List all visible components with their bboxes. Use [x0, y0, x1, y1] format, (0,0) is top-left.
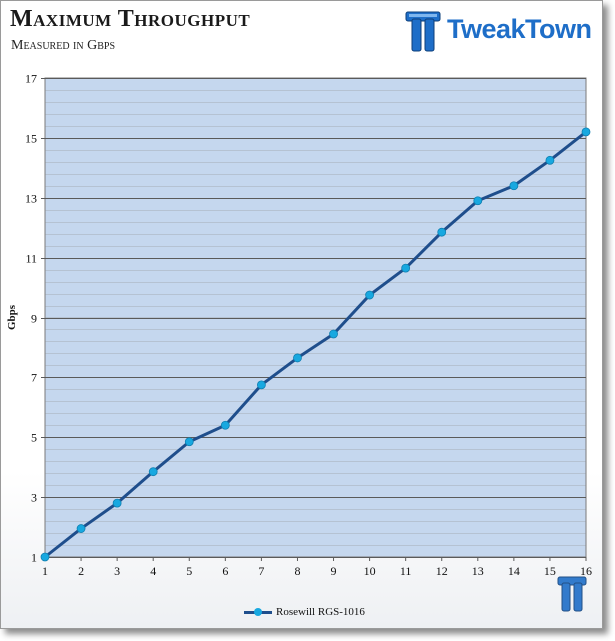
data-point [184, 437, 194, 447]
data-point [293, 353, 302, 363]
legend-label: Rosewill RGS-1016 [276, 606, 365, 618]
y-tick-label: 7 [31, 371, 37, 385]
y-tick-label: 15 [25, 132, 37, 146]
x-tick-label: 1 [42, 564, 48, 578]
x-tick-label: 7 [258, 564, 264, 578]
x-tick-label: 10 [364, 564, 376, 578]
data-point [545, 155, 555, 165]
x-tick-label: 3 [114, 564, 120, 578]
x-tick-label: 11 [400, 564, 412, 578]
x-tick-label: 14 [508, 564, 520, 578]
y-tick-label: 5 [31, 431, 37, 445]
data-point [329, 329, 338, 339]
y-tick-label: 1 [31, 551, 37, 565]
data-point [256, 380, 266, 390]
y-tick-label: 17 [25, 72, 37, 86]
x-tick-label: 5 [186, 564, 192, 578]
chart-title: Maximum Throughput [10, 6, 251, 32]
tweaktown-watermark-icon [557, 576, 587, 612]
y-tick-label: 13 [25, 192, 37, 206]
x-tick-label: 4 [150, 564, 156, 578]
x-tick-label: 2 [78, 564, 84, 578]
tweaktown-logo: TweakTown [403, 8, 603, 54]
x-tick-label: 13 [472, 564, 484, 578]
y-axis-label: Gbps [6, 304, 18, 330]
legend-swatch [244, 608, 272, 616]
y-tick-label: 9 [31, 312, 37, 326]
data-point [112, 498, 122, 508]
data-point [365, 290, 375, 300]
data-point [437, 227, 447, 237]
x-tick-label: 8 [294, 564, 300, 578]
tweaktown-logo-icon [405, 11, 441, 52]
data-point [401, 263, 411, 273]
x-tick-label: 15 [544, 564, 556, 578]
data-point [40, 552, 50, 562]
x-tick-label: 6 [222, 564, 228, 578]
data-point [473, 196, 483, 206]
logo-text: TweakTown [447, 14, 592, 44]
series-line [44, 130, 587, 559]
data-point [581, 127, 591, 137]
x-tick-label: 9 [331, 564, 337, 578]
data-point [509, 181, 519, 191]
x-tick-label: 16 [580, 564, 592, 578]
x-tick-label: 12 [436, 564, 448, 578]
y-tick-label: 3 [31, 491, 37, 505]
data-point [220, 420, 230, 430]
legend: Rosewill RGS-1016 [244, 606, 365, 618]
data-point [148, 467, 158, 477]
y-tick-label: 11 [25, 252, 37, 266]
chart-subtitle: Measured in Gbps [11, 38, 116, 53]
data-point [76, 524, 86, 533]
